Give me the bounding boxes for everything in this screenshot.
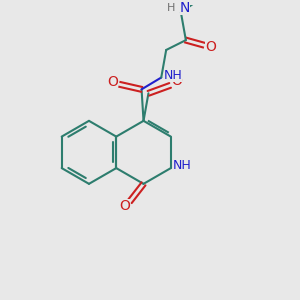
Text: O: O xyxy=(108,76,118,89)
Text: O: O xyxy=(205,40,216,54)
Text: NH: NH xyxy=(164,69,182,82)
Text: H: H xyxy=(167,3,175,13)
Text: O: O xyxy=(119,200,130,214)
Text: O: O xyxy=(172,74,182,88)
Text: N: N xyxy=(180,1,190,15)
Text: NH: NH xyxy=(173,159,192,172)
